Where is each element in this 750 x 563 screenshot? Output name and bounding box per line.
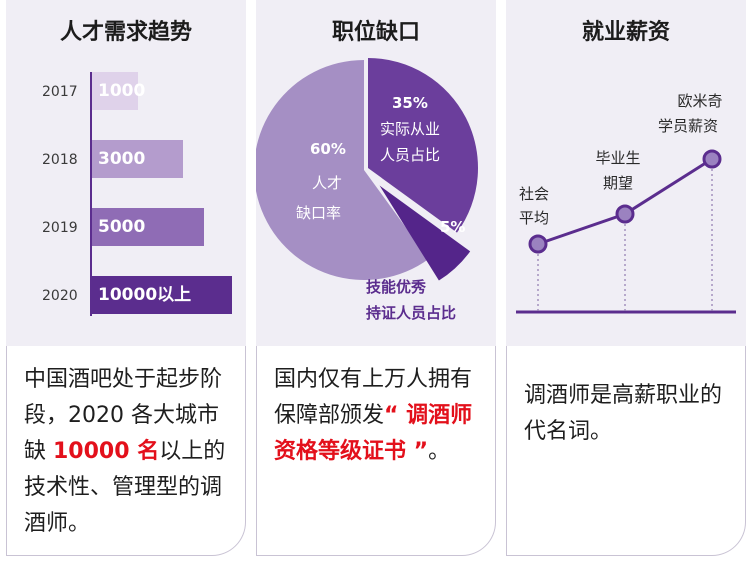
job-gap-card: 职位缺口 60% 人才 缺口率 35% 实际从业 人员占比 5% 技能优秀 持证… xyxy=(256,0,496,563)
salary-line xyxy=(537,157,713,246)
pie-label-name: 持证人员占比 xyxy=(366,304,456,322)
card-title: 职位缺口 xyxy=(331,20,420,45)
desc-text: 。 xyxy=(428,439,451,464)
card-description: 调酒师是高薪职业的代名词。 xyxy=(524,383,723,444)
bar-2019: 5000 xyxy=(92,208,204,246)
bar-chart-axis xyxy=(90,72,92,316)
salary-card: 就业薪资 社会 平均 毕业生 期望 欧米奇 学员薪资 调酒师是高薪职业的代名词。 xyxy=(506,0,746,563)
card-title: 就业薪资 xyxy=(581,20,670,45)
point-graduate-expect xyxy=(615,204,635,224)
pie-chart: 60% 人才 缺口率 35% 实际从业 人员占比 5% 技能优秀 持证人员占比 xyxy=(256,58,478,322)
pie-label-name: 人员占比 xyxy=(380,146,440,164)
point-student-salary xyxy=(702,149,722,169)
desc-highlight: 10000 名 xyxy=(53,439,160,464)
point-label: 社会 xyxy=(519,185,549,203)
point-label: 学员薪资 xyxy=(658,117,718,135)
desc-text: 以上的技术性、管理型的调酒师。 xyxy=(24,439,226,536)
point-label: 欧米奇 xyxy=(677,92,722,110)
pie-slice-certified xyxy=(379,185,471,281)
card-text-panel xyxy=(256,346,496,556)
year-label: 2017 xyxy=(42,84,78,100)
pie-slice-practitioners xyxy=(368,58,478,233)
salary-line-chart: 社会 平均 毕业生 期望 欧米奇 学员薪资 xyxy=(516,92,736,314)
talent-demand-card: 人才需求趋势 2017 2018 2019 2020 1000 3000 500… xyxy=(6,0,246,563)
card-title: 人才需求趋势 xyxy=(59,20,192,45)
pie-label-pct: 60% xyxy=(310,140,346,158)
bar-2020: 10000以上 xyxy=(92,276,232,314)
pie-label-name: 缺口率 xyxy=(296,204,341,222)
pie-slice-talent-gap xyxy=(256,60,429,280)
pie-label-pct: 35% xyxy=(392,94,428,112)
bar-2018: 3000 xyxy=(92,140,183,178)
bar-2017: 1000 xyxy=(92,72,145,110)
card-text-panel xyxy=(6,346,246,556)
pie-label-name: 实际从业 xyxy=(380,120,440,138)
point-label: 平均 xyxy=(519,209,549,227)
point-social-average xyxy=(528,234,548,254)
point-label: 期望 xyxy=(603,174,633,192)
desc-highlight: “ 调酒师资格等级证书 ” xyxy=(274,403,473,464)
year-label: 2020 xyxy=(42,288,78,304)
desc-text: 中国酒吧处于起步阶段，2020 各大城市缺 xyxy=(24,367,223,464)
desc-text: 国内仅有上万人拥有保障部颁发 xyxy=(274,367,473,428)
card-text-panel xyxy=(506,346,746,556)
card-description: 国内仅有上万人拥有保障部颁发“ 调酒师资格等级证书 ”。 xyxy=(274,362,486,470)
year-label: 2019 xyxy=(42,220,78,236)
pie-label-name: 人才 xyxy=(312,174,342,192)
pie-label-pct: 5% xyxy=(440,218,465,236)
card-description: 中国酒吧处于起步阶段，2020 各大城市缺 10000 名以上的技术性、管理型的… xyxy=(24,362,236,542)
pie-label-name: 技能优秀 xyxy=(366,278,427,296)
card-chart-area xyxy=(506,0,746,346)
point-label: 毕业生 xyxy=(595,149,640,167)
year-label: 2018 xyxy=(42,152,78,168)
